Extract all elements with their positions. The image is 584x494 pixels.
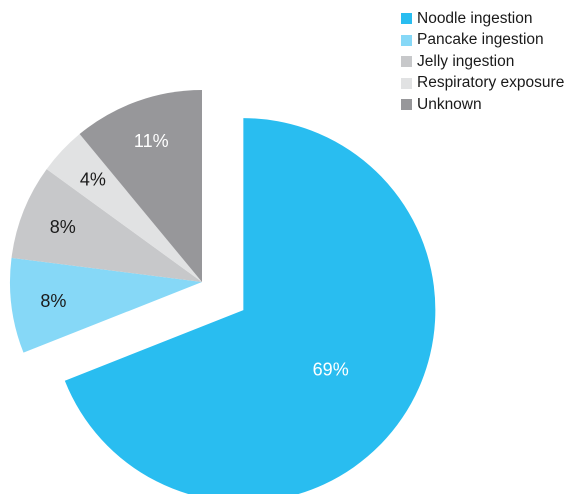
legend-swatch-respiratory-exposure <box>401 77 412 89</box>
legend-item-unknown: Unknown <box>401 94 564 116</box>
pie-slices <box>10 90 436 494</box>
legend-label-unknown: Unknown <box>417 95 482 113</box>
legend-item-jelly-ingestion: Jelly ingestion <box>401 51 564 73</box>
legend-label-respiratory-exposure: Respiratory exposure <box>417 74 565 92</box>
pie-slice-pancake-ingestion <box>10 257 203 353</box>
legend-label-pancake-ingestion: Pancake ingestion <box>417 31 544 49</box>
legend-swatch-jelly-ingestion <box>401 56 412 68</box>
legend-label-noodle-ingestion: Noodle ingestion <box>417 9 533 27</box>
slice-label-noodle-ingestion: 69% <box>313 359 349 379</box>
legend-swatch-pancake-ingestion <box>401 34 412 46</box>
legend-item-pancake-ingestion: Pancake ingestion <box>401 30 564 52</box>
legend-swatch-noodle-ingestion <box>401 13 412 25</box>
pie-slice-respiratory-exposure <box>46 134 203 282</box>
slice-label-jelly-ingestion: 8% <box>50 217 76 237</box>
legend-item-noodle-ingestion: Noodle ingestion <box>401 8 564 30</box>
slice-label-respiratory-exposure: 4% <box>80 169 106 189</box>
legend-swatch-unknown <box>401 99 412 111</box>
legend-item-respiratory-exposure: Respiratory exposure <box>401 73 564 95</box>
legend: Noodle ingestion Pancake ingestion Jelly… <box>401 8 564 116</box>
slice-label-unknown: 11% <box>134 131 169 151</box>
legend-label-jelly-ingestion: Jelly ingestion <box>417 52 515 70</box>
pie-slice-noodle-ingestion <box>64 118 436 494</box>
pie-slice-jelly-ingestion <box>11 169 202 282</box>
pie-slice-unknown <box>79 90 202 282</box>
pie-slice-labels: 69% 8% 8% 4% 11% <box>40 131 348 379</box>
slice-label-pancake-ingestion: 8% <box>40 291 66 311</box>
